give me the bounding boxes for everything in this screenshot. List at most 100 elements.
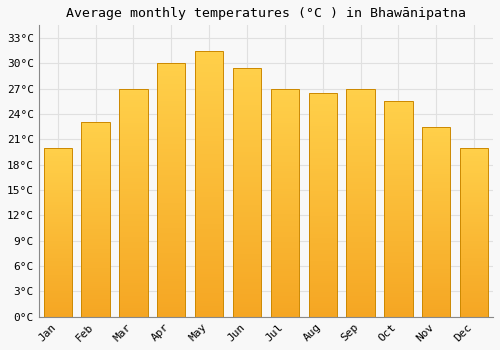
Bar <box>460 312 488 313</box>
Bar <box>157 66 186 68</box>
Bar <box>119 260 148 262</box>
Bar <box>308 164 337 167</box>
Bar <box>44 217 72 219</box>
Bar <box>460 286 488 288</box>
Bar <box>119 253 148 255</box>
Bar <box>119 118 148 121</box>
Bar <box>308 113 337 115</box>
Bar <box>44 165 72 166</box>
Bar <box>384 153 412 155</box>
Bar <box>233 227 261 230</box>
Bar <box>384 248 412 250</box>
Bar <box>195 106 224 109</box>
Bar <box>308 93 337 317</box>
Bar <box>233 257 261 259</box>
Bar <box>119 315 148 317</box>
Bar <box>384 246 412 248</box>
Bar <box>346 253 375 255</box>
Bar <box>422 309 450 311</box>
Bar <box>346 276 375 278</box>
Bar <box>119 114 148 116</box>
Bar <box>270 191 299 194</box>
Bar <box>233 167 261 170</box>
Bar <box>422 212 450 214</box>
Bar <box>422 218 450 220</box>
Bar <box>82 239 110 241</box>
Bar <box>346 258 375 260</box>
Bar <box>195 173 224 176</box>
Bar <box>460 151 488 153</box>
Bar <box>422 128 450 131</box>
Bar <box>195 99 224 101</box>
Bar <box>157 175 186 177</box>
Bar <box>195 160 224 162</box>
Bar <box>119 111 148 114</box>
Bar <box>82 284 110 286</box>
Bar <box>460 308 488 310</box>
Bar <box>270 100 299 102</box>
Bar <box>384 119 412 121</box>
Bar <box>82 254 110 257</box>
Bar <box>460 247 488 249</box>
Bar <box>82 288 110 289</box>
Bar <box>233 190 261 192</box>
Bar <box>195 194 224 197</box>
Bar <box>460 280 488 281</box>
Bar <box>157 71 186 74</box>
Bar <box>157 111 186 114</box>
Bar <box>233 155 261 157</box>
Bar <box>233 172 261 175</box>
Bar <box>384 110 412 112</box>
Bar <box>460 192 488 194</box>
Bar <box>233 150 261 152</box>
Bar <box>195 290 224 293</box>
Bar <box>384 241 412 244</box>
Bar <box>44 259 72 261</box>
Bar <box>460 274 488 276</box>
Bar <box>346 111 375 114</box>
Bar <box>384 310 412 313</box>
Bar <box>233 162 261 165</box>
Bar <box>82 208 110 210</box>
Bar <box>308 131 337 133</box>
Bar <box>308 194 337 196</box>
Bar <box>233 115 261 117</box>
Bar <box>422 245 450 246</box>
Bar <box>119 267 148 269</box>
Bar <box>44 258 72 259</box>
Bar <box>82 138 110 140</box>
Bar <box>195 181 224 184</box>
Bar <box>82 134 110 136</box>
Bar <box>422 235 450 237</box>
Bar <box>384 302 412 304</box>
Bar <box>384 117 412 119</box>
Bar <box>270 285 299 287</box>
Bar <box>82 260 110 262</box>
Bar <box>346 105 375 107</box>
Bar <box>44 278 72 280</box>
Bar <box>195 117 224 120</box>
Bar <box>82 243 110 245</box>
Bar <box>44 274 72 276</box>
Bar <box>157 309 186 312</box>
Bar <box>195 128 224 131</box>
Bar <box>270 153 299 155</box>
Bar <box>308 182 337 185</box>
Bar <box>233 215 261 217</box>
Bar <box>460 298 488 300</box>
Bar <box>44 251 72 253</box>
Bar <box>195 288 224 290</box>
Bar <box>82 282 110 284</box>
Bar <box>384 259 412 261</box>
Bar <box>460 148 488 149</box>
Bar <box>233 145 261 147</box>
Bar <box>195 221 224 224</box>
Bar <box>44 183 72 185</box>
Bar <box>82 161 110 163</box>
Bar <box>233 314 261 317</box>
Bar <box>195 165 224 168</box>
Bar <box>270 102 299 105</box>
Bar <box>384 280 412 282</box>
Bar <box>422 131 450 132</box>
Bar <box>44 232 72 234</box>
